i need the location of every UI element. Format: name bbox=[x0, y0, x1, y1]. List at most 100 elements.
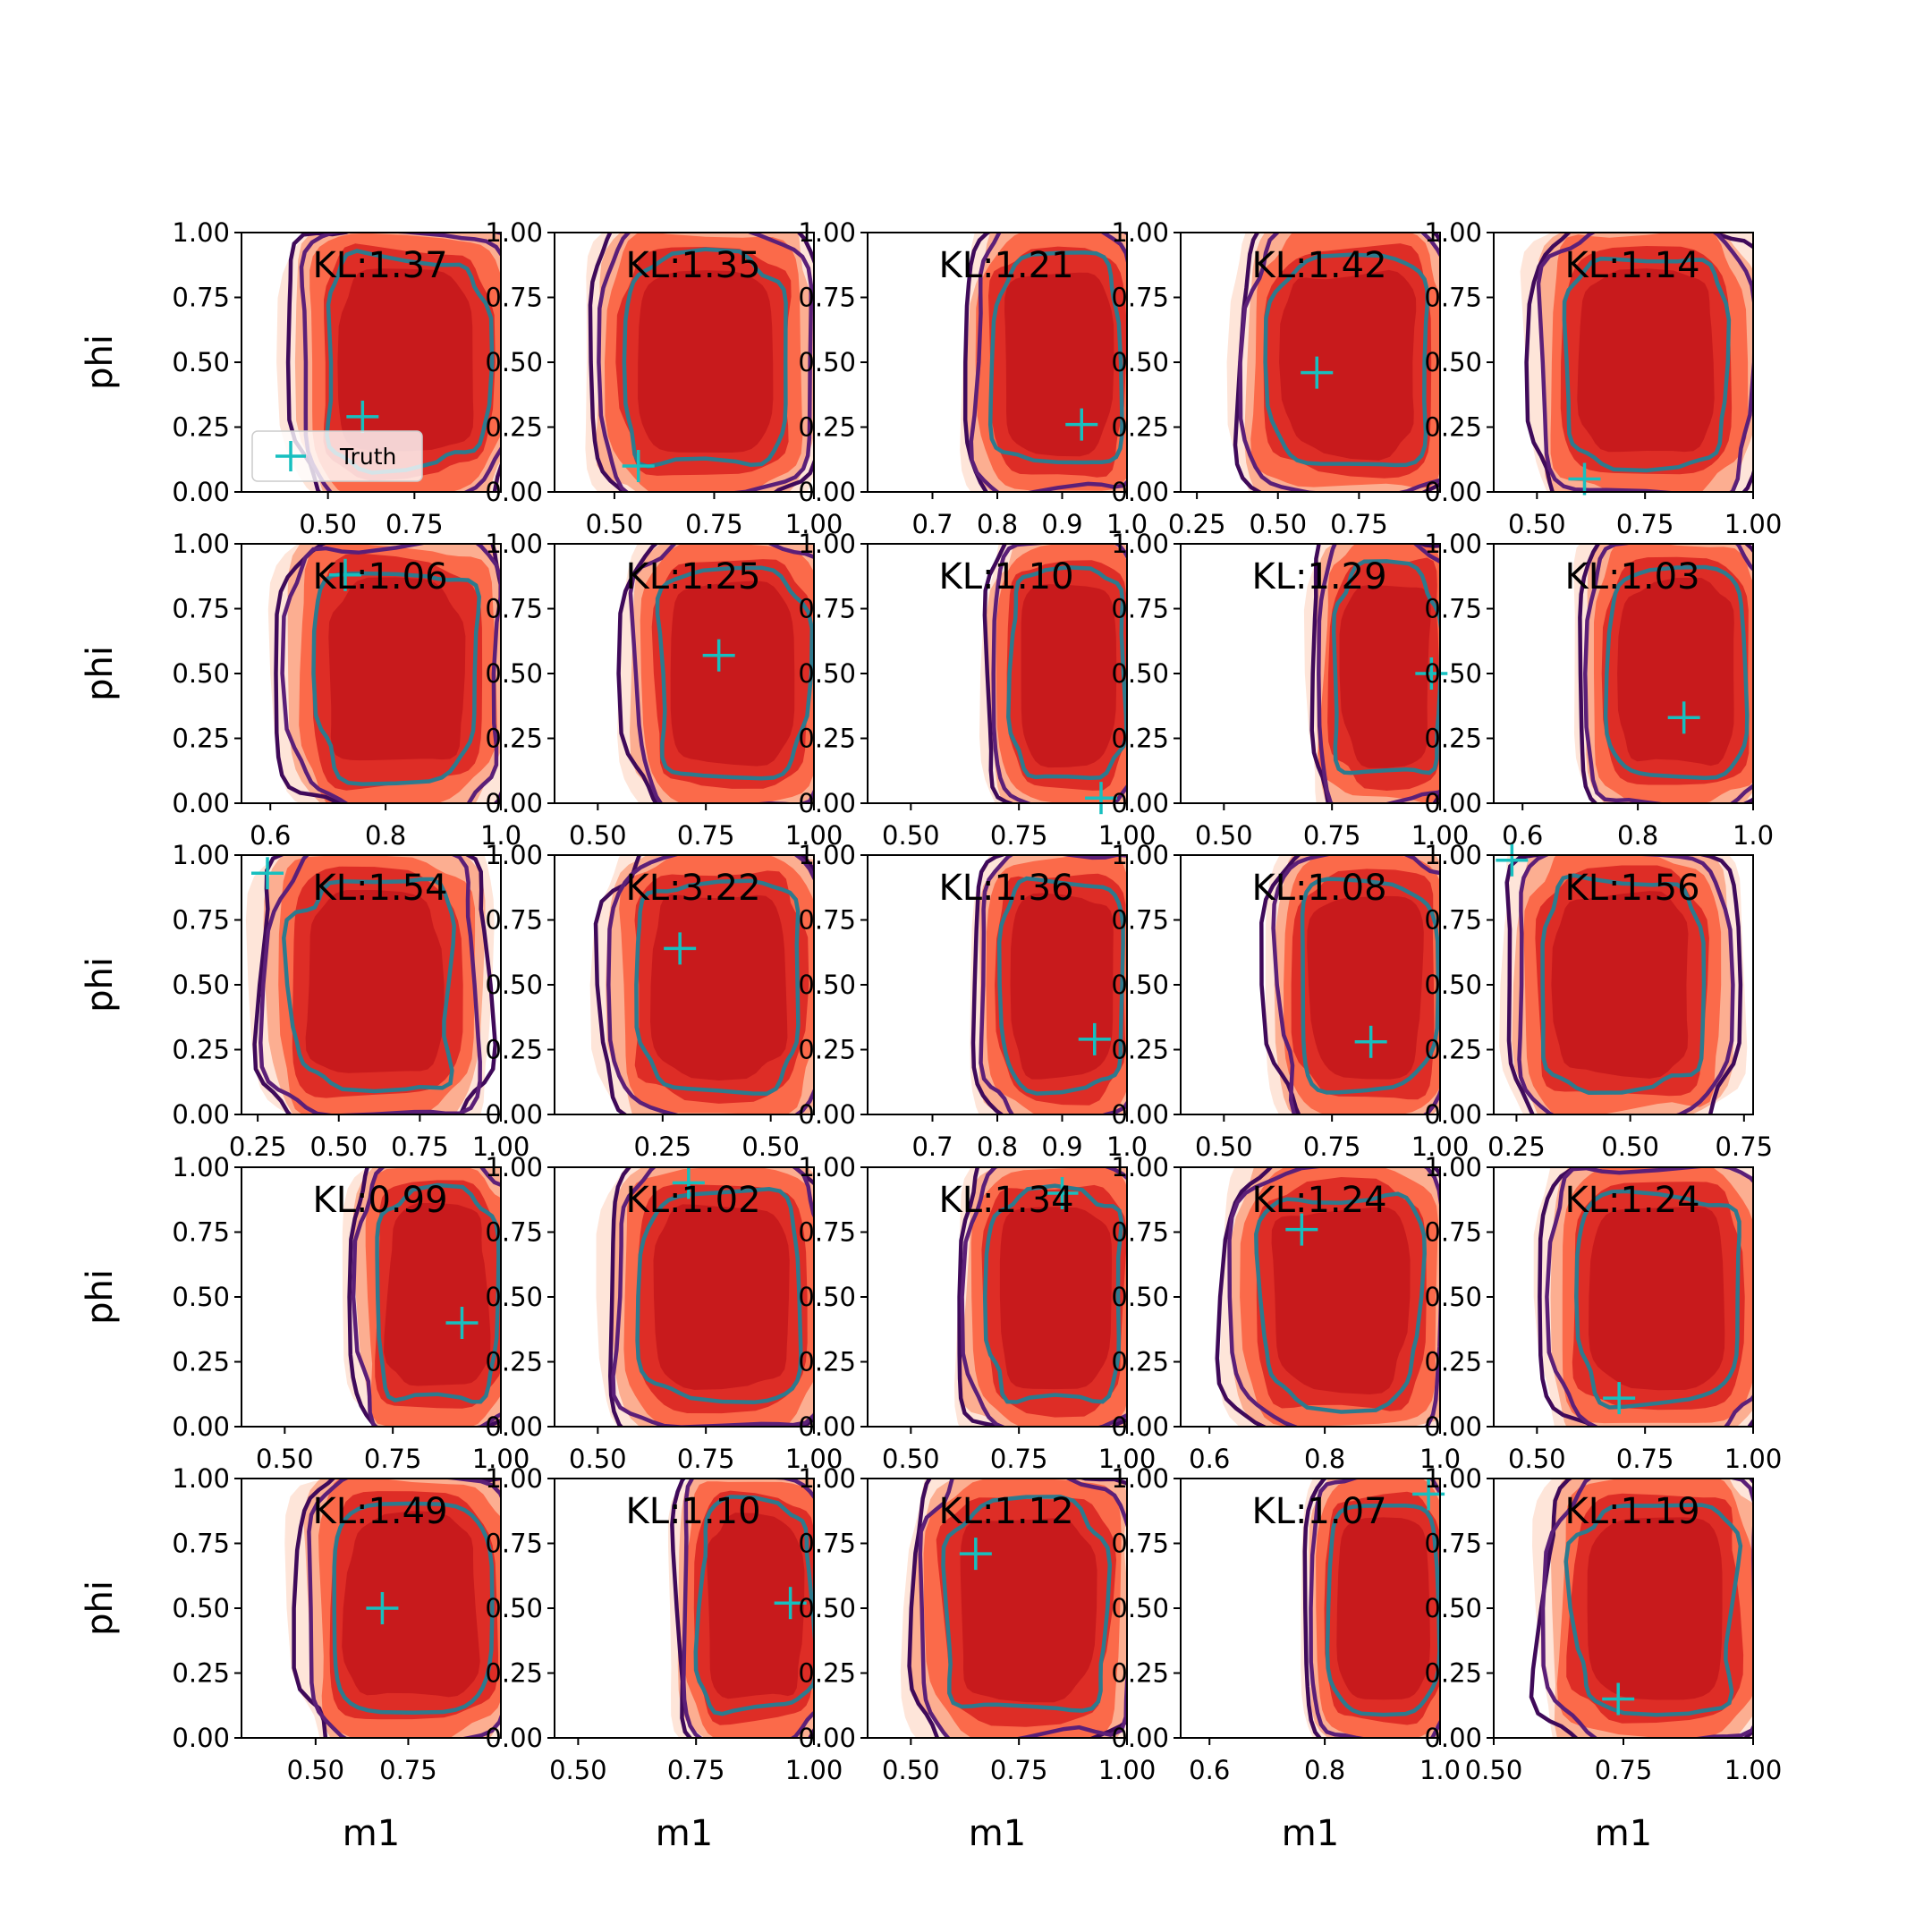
density-fill-level-5 bbox=[305, 890, 445, 1073]
y-tick-label: 1.00 bbox=[172, 840, 230, 870]
legend: Truth bbox=[251, 430, 423, 482]
contour-outer bbox=[347, 1167, 501, 1427]
contour-outer bbox=[970, 855, 1008, 1114]
y-tick-label: 0.00 bbox=[172, 1099, 230, 1130]
y-tick-label: 1.00 bbox=[172, 217, 230, 248]
truth-marker bbox=[1078, 1022, 1111, 1055]
y-tick-label: 0.75 bbox=[485, 905, 543, 936]
y-axis-label: phi bbox=[80, 1269, 121, 1325]
contour-middle bbox=[1309, 1479, 1440, 1738]
subplot-17: 0.00 0.25 0.50 0.75 1.00 0.50 0.75 1.00 KL:1.02 bbox=[485, 1152, 843, 1474]
kl-annotation: KL:1.19 bbox=[1564, 1491, 1699, 1532]
density-layer bbox=[1303, 544, 1440, 803]
x-tick-label: 1.00 bbox=[785, 1444, 843, 1474]
truth-marker bbox=[1046, 1177, 1079, 1209]
x-tick-label: 1.00 bbox=[1724, 1444, 1783, 1474]
density-layer bbox=[960, 233, 1127, 492]
truth-marker bbox=[664, 932, 697, 965]
contour-middle bbox=[299, 233, 501, 492]
subplot-21: 0.00 0.25 0.50 0.75 1.00 0.50 0.75 KL:1.49 phi m1 bbox=[80, 1463, 502, 1854]
y-tick-label: 0.00 bbox=[1424, 477, 1482, 507]
truth-marker bbox=[1301, 356, 1334, 389]
subplot-13: 0.00 0.25 0.50 0.75 1.00 0.7 0.8 0.9 1.0 KL:1.36 bbox=[798, 840, 1148, 1162]
contour-inner bbox=[1563, 1503, 1743, 1717]
y-tick-label: 0.75 bbox=[172, 283, 230, 313]
y-tick-label: 0.25 bbox=[1111, 1658, 1169, 1689]
y-tick-label: 1.00 bbox=[1424, 1463, 1482, 1494]
x-tick-label: 0.75 bbox=[379, 1755, 437, 1785]
x-axis-label: m1 bbox=[1282, 1813, 1339, 1854]
kl-annotation: KL:1.24 bbox=[1251, 1180, 1386, 1221]
contour-inner bbox=[282, 877, 456, 1094]
x-tick-label: 0.50 bbox=[549, 1755, 607, 1785]
density-layer bbox=[900, 1479, 1127, 1738]
kl-annotation: KL:1.10 bbox=[938, 556, 1073, 597]
contour-inner bbox=[332, 1501, 495, 1716]
x-axis-label: m1 bbox=[656, 1813, 713, 1854]
y-tick-label: 0.75 bbox=[798, 1217, 856, 1248]
y-tick-label: 0.75 bbox=[1424, 594, 1482, 624]
y-tick-label: 0.75 bbox=[798, 283, 856, 313]
density-layer bbox=[1215, 1167, 1440, 1427]
truth-marker bbox=[445, 1307, 479, 1339]
y-tick-label: 0.00 bbox=[798, 788, 856, 818]
contour-outer bbox=[593, 855, 814, 1114]
x-tick-label: 1.00 bbox=[1411, 1131, 1470, 1162]
y-tick-label: 0.75 bbox=[1111, 905, 1169, 936]
contour-inner bbox=[1562, 256, 1732, 473]
y-tick-label: 0.75 bbox=[485, 594, 543, 624]
x-axis-label: m1 bbox=[969, 1813, 1026, 1854]
density-fill-level-5 bbox=[1617, 578, 1734, 767]
y-tick-label: 0.25 bbox=[172, 1347, 230, 1377]
x-tick-label: 1.0 bbox=[1419, 1755, 1461, 1785]
x-axis-label: m1 bbox=[1595, 1813, 1652, 1854]
y-tick-label: 0.75 bbox=[1424, 1529, 1482, 1559]
density-fill-level-5 bbox=[1577, 268, 1715, 453]
truth-marker bbox=[774, 1587, 807, 1620]
subplot-8: 0.00 0.25 0.50 0.75 1.00 0.50 0.75 1.00 KL:1.10 bbox=[798, 529, 1156, 851]
x-tick-label: 1.00 bbox=[1098, 1444, 1157, 1474]
x-tick-label: 0.50 bbox=[287, 1755, 345, 1785]
x-tick-label: 0.75 bbox=[1303, 820, 1361, 851]
truth-marker bbox=[1603, 1382, 1636, 1415]
contour-middle bbox=[1583, 544, 1753, 803]
y-tick-label: 0.00 bbox=[1424, 1411, 1482, 1442]
contour-middle bbox=[918, 1479, 1127, 1738]
subplot-5: 0.00 0.25 0.50 0.75 1.00 0.50 0.75 1.00 KL:1.14 bbox=[1424, 217, 1782, 539]
kl-annotation: KL:1.10 bbox=[625, 1491, 760, 1532]
x-tick-label: 0.75 bbox=[667, 1755, 725, 1785]
kl-annotation: KL:1.25 bbox=[625, 556, 760, 597]
contour-outer bbox=[588, 233, 814, 492]
density-layer bbox=[1529, 1479, 1753, 1738]
y-tick-label: 0.25 bbox=[485, 1347, 543, 1377]
density-fill-level-5 bbox=[1279, 269, 1417, 461]
y-tick-label: 0.25 bbox=[1111, 1347, 1169, 1377]
contour-outer bbox=[1215, 1167, 1440, 1427]
y-tick-label: 1.00 bbox=[1424, 840, 1482, 870]
y-tick-label: 0.50 bbox=[485, 1282, 543, 1312]
y-tick-label: 0.50 bbox=[485, 347, 543, 377]
x-tick-label: 0.50 bbox=[569, 820, 627, 851]
contour-inner bbox=[1331, 559, 1440, 775]
x-tick-label: 1.00 bbox=[785, 820, 843, 851]
subplot-3: 0.00 0.25 0.50 0.75 1.00 0.7 0.8 0.9 1.0 KL:1.21 bbox=[798, 217, 1148, 539]
y-tick-label: 0.75 bbox=[172, 905, 230, 936]
contour-outer bbox=[252, 855, 497, 1114]
y-axis-label: phi bbox=[80, 646, 121, 701]
contour-inner bbox=[1254, 1191, 1427, 1414]
x-tick-label: 0.50 bbox=[1601, 1131, 1659, 1162]
subplot-22: 0.00 0.25 0.50 0.75 1.00 0.50 0.75 1.00 KL:1.10 m… bbox=[485, 1463, 843, 1854]
contour-middle bbox=[258, 855, 482, 1114]
contour-middle bbox=[351, 1167, 501, 1427]
contour-outer bbox=[1538, 1167, 1753, 1427]
contour-outer bbox=[285, 233, 501, 492]
y-tick-label: 0.00 bbox=[798, 1099, 856, 1130]
contour-inner bbox=[1540, 873, 1707, 1096]
y-tick-label: 0.25 bbox=[1424, 412, 1482, 443]
x-tick-label: 1.0 bbox=[1419, 1444, 1461, 1474]
x-tick-label: 1.00 bbox=[472, 1444, 530, 1474]
x-tick-label: 1.0 bbox=[1106, 1131, 1148, 1162]
kl-annotation: KL:1.08 bbox=[1251, 868, 1386, 909]
contour-outer bbox=[982, 544, 1127, 803]
contour-outer bbox=[1302, 1479, 1440, 1738]
